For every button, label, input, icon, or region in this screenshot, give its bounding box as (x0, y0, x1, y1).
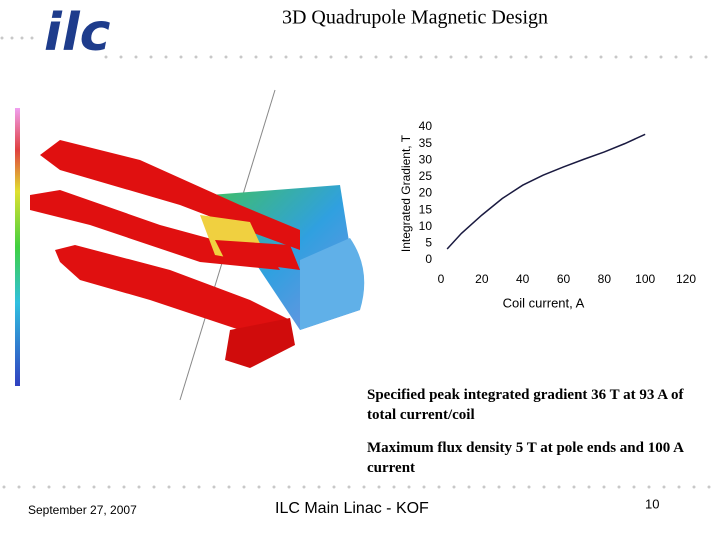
footer-date: September 27, 2007 (28, 503, 137, 517)
coil (225, 318, 295, 368)
x-axis-label: Coil current, A (503, 295, 585, 310)
note: Specified peak integrated gradient 36 T … (367, 387, 684, 423)
magnet-model (15, 89, 365, 401)
y-tick-label: 15 (419, 202, 433, 216)
y-axis-label: Integrated Gradient, T (399, 134, 413, 252)
x-tick-label: 60 (557, 272, 571, 286)
data-line (446, 133, 646, 250)
field-face (300, 238, 365, 330)
y-tick-label: 25 (419, 169, 433, 183)
x-tick-label: 80 (598, 272, 612, 286)
x-tick-label: 100 (635, 272, 655, 286)
y-tick-label: 40 (419, 119, 433, 133)
x-tick-label: 20 (475, 272, 489, 286)
x-tick-label: 120 (676, 272, 696, 286)
y-tick-label: 0 (425, 252, 432, 266)
logo: ilc (44, 3, 111, 63)
y-tick-label: 30 (419, 152, 433, 166)
x-tick-label: 0 (438, 272, 445, 286)
slide-title: 3D Quadrupole Magnetic Design (282, 7, 548, 29)
y-tick-label: 5 (425, 236, 432, 250)
coil (55, 245, 290, 340)
color-bar (15, 108, 20, 386)
note: Maximum flux density 5 T at pole ends an… (367, 440, 684, 476)
y-tick-label: 35 (419, 136, 433, 150)
chart: 0 5 10 15 20 25 30 35 40 0 20 40 60 80 100 120 Coil curr… (399, 119, 696, 310)
coil (215, 240, 300, 270)
y-tick-label: 10 (419, 219, 433, 233)
y-tick-label: 20 (419, 186, 433, 200)
footer-center: ILC Main Linac - KOF (275, 500, 429, 517)
page-number: 10 (645, 496, 659, 511)
x-tick-label: 40 (516, 272, 530, 286)
